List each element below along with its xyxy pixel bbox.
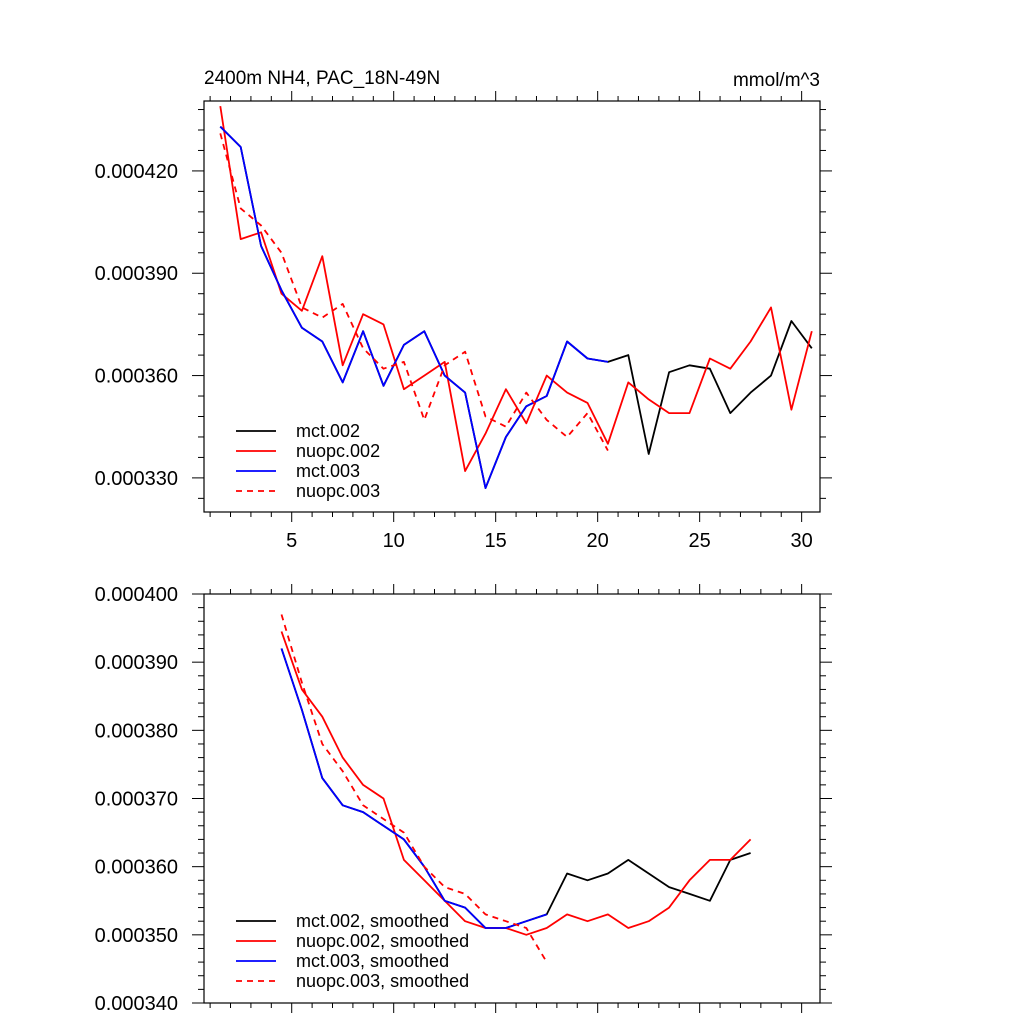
y-tick-label: 0.000400 <box>95 584 178 606</box>
y-tick-label: 0.000360 <box>95 366 178 388</box>
x-tick-label: 5 <box>286 530 297 552</box>
y-tick-label: 0.000370 <box>95 789 178 811</box>
y-tick-label: 0.000420 <box>95 161 178 183</box>
series-line-3 <box>280 648 547 929</box>
legend-label: nuopc.003 <box>296 481 380 501</box>
x-tick-label: 30 <box>791 530 813 552</box>
x-tick-label: 15 <box>485 530 507 552</box>
series-line-4 <box>219 133 609 452</box>
chart-title: 2400m NH4, PAC_18N-49N <box>204 68 440 89</box>
y-tick-label: 0.000350 <box>95 925 178 947</box>
legend-label: mct.002 <box>296 421 360 441</box>
x-tick-label: 25 <box>689 530 711 552</box>
y-tick-label: 0.000330 <box>95 468 178 490</box>
plot-frame <box>203 100 821 513</box>
y-tick-label: 0.000360 <box>95 857 178 879</box>
series-line-3 <box>219 125 609 490</box>
y-tick-label: 0.000390 <box>95 263 178 285</box>
legend-label: nuopc.003, smoothed <box>296 971 469 991</box>
legend-label: nuopc.002, smoothed <box>296 931 469 951</box>
series-line-2 <box>280 631 752 936</box>
series-line-4 <box>280 614 548 963</box>
x-tick-label: 10 <box>383 530 405 552</box>
y-tick-label: 0.000390 <box>95 652 178 674</box>
chart-units: mmol/m^3 <box>733 70 820 91</box>
legend-label: mct.003 <box>296 461 360 481</box>
bottom-line-chart: 0.000340 0.000350 0.000360 0.000370 0.000380… <box>95 584 832 1015</box>
legend-label: mct.002, smoothed <box>296 911 449 931</box>
x-tick-label: 20 <box>587 530 609 552</box>
legend-label: mct.003, smoothed <box>296 951 449 971</box>
y-tick-label: 0.000340 <box>95 993 178 1015</box>
top-line-chart: 2400m NH4, PAC_18N-49N mmol/m^3 5 10 15 20 2… <box>95 68 832 552</box>
series-lines <box>280 614 752 963</box>
series-line-2 <box>219 105 813 473</box>
series-lines <box>219 105 813 490</box>
y-tick-label: 0.000380 <box>95 720 178 742</box>
legend-label: nuopc.002 <box>296 441 380 461</box>
